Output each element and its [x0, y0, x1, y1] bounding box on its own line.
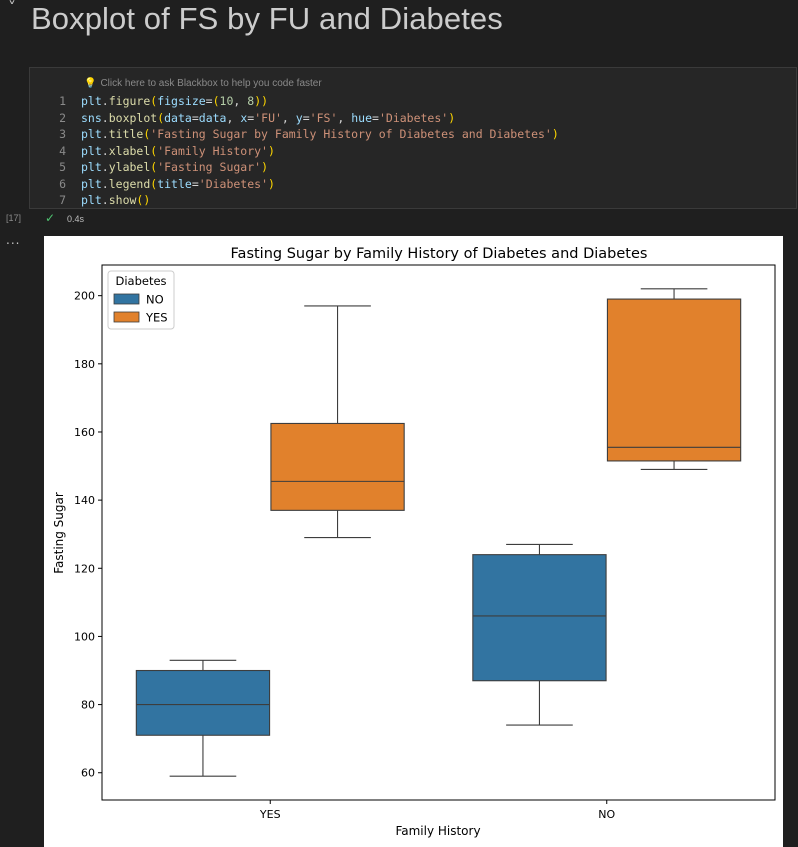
chart-title: Fasting Sugar by Family History of Diabe…: [231, 246, 648, 262]
line-number: 7: [59, 193, 66, 207]
y-axis-label: Fasting Sugar: [52, 492, 66, 574]
line-number: 4: [59, 143, 66, 158]
box-iqr: [472, 554, 607, 682]
line-number: 3: [59, 127, 66, 141]
code-line[interactable]: 6 plt.legend(title='Diabetes'): [30, 177, 790, 193]
y-tick-label: 100: [74, 630, 95, 643]
box-iqr: [270, 422, 405, 511]
heading-title: Boxplot of FS by FU and Diabetes: [31, 1, 503, 36]
line-number: 5: [59, 160, 66, 174]
x-tick-label: NO: [598, 808, 615, 821]
code-cell[interactable]: 💡 Click here to ask Blackbox to help you …: [29, 67, 797, 209]
legend-label: YES: [145, 311, 168, 325]
code-text: sns.boxplot(data=data, x='FU', y='FS', h…: [81, 110, 456, 125]
line-number: 6: [59, 176, 66, 191]
box-iqr: [135, 669, 271, 736]
code-text: plt.xlabel('Family History'): [81, 143, 275, 158]
y-tick-label: 80: [81, 699, 95, 712]
code-text: plt.legend(title='Diabetes'): [81, 176, 275, 191]
code-line[interactable]: 7 plt.show(): [30, 193, 790, 209]
success-check-icon: ✓: [45, 211, 56, 225]
execution-time: 0.4s: [67, 214, 85, 224]
output-figure: Fasting Sugar by Family History of Diabe…: [44, 236, 783, 847]
line-number: 1: [59, 94, 66, 108]
code-line[interactable]: 4 plt.xlabel('Family History'): [30, 144, 790, 160]
execution-count: [17]: [6, 213, 22, 223]
legend-title: Diabetes: [115, 274, 166, 288]
code-line[interactable]: 5 plt.ylabel('Fasting Sugar'): [30, 160, 790, 176]
code-text: plt.show(): [81, 193, 151, 207]
code-text: plt.ylabel('Fasting Sugar'): [81, 160, 268, 174]
lightbulb-icon: 💡: [84, 78, 97, 89]
legend-swatch: [113, 311, 140, 323]
box-yes-no: [606, 288, 742, 471]
box-yes-yes: [270, 305, 405, 539]
y-tick-label: 180: [74, 358, 95, 371]
x-tick-label: YES: [259, 808, 281, 821]
legend-swatch: [113, 293, 140, 305]
plot-frame: [101, 264, 776, 801]
hint-text: Click here to ask Blackbox to help you c…: [100, 78, 322, 89]
blackbox-hint[interactable]: 💡 Click here to ask Blackbox to help you …: [84, 78, 322, 89]
code-line[interactable]: 1 plt.figure(figsize=(10, 8)): [30, 94, 790, 110]
boxplot-chart: Fasting Sugar by Family History of Diabe…: [52, 246, 776, 838]
legend-label: NO: [146, 293, 164, 307]
box-iqr: [606, 298, 742, 462]
line-number: 2: [59, 110, 66, 125]
legend: Diabetes NO YES: [107, 270, 175, 330]
box-no-yes: [135, 659, 271, 777]
code-line[interactable]: 3 plt.title('Fasting Sugar by Family Hist…: [30, 127, 790, 143]
code-text: plt.figure(figsize=(10, 8)): [81, 94, 269, 108]
y-tick-label: 60: [81, 767, 95, 780]
code-line[interactable]: 2 sns.boxplot(data=data, x='FU', y='FS', …: [30, 111, 790, 127]
y-tick-label: 200: [74, 290, 95, 303]
markdown-heading-cell[interactable]: ˅ Boxplot of FS by FU and Diabetes: [0, 0, 798, 50]
code-text: plt.title('Fasting Sugar by Family Histo…: [81, 127, 559, 141]
box-no-no: [472, 543, 607, 726]
y-tick-label: 140: [74, 494, 95, 507]
y-tick-label: 160: [74, 426, 95, 439]
collapse-chevron-icon[interactable]: ˅: [8, 0, 16, 17]
output-more-icon[interactable]: ...: [6, 233, 21, 247]
x-axis-label: Family History: [395, 824, 480, 838]
y-tick-label: 120: [74, 562, 95, 575]
